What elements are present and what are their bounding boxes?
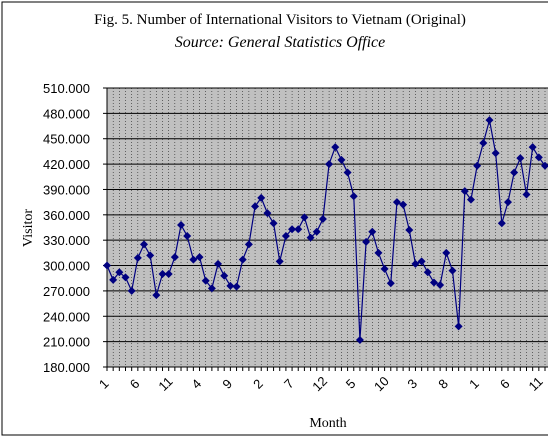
data-point xyxy=(121,273,130,282)
data-point xyxy=(491,149,500,158)
series-line xyxy=(106,119,546,340)
data-point xyxy=(214,259,223,268)
y-tick-label: 210.000 xyxy=(43,335,90,350)
data-point xyxy=(109,275,118,284)
data-point xyxy=(534,153,543,162)
data-point xyxy=(368,227,377,236)
y-tick-label: 510.000 xyxy=(43,81,90,96)
data-point xyxy=(158,270,167,278)
data-point xyxy=(325,160,334,169)
data-point xyxy=(127,286,136,295)
data-point xyxy=(392,198,401,207)
data-point xyxy=(318,215,327,224)
chart-title: Fig. 5. Number of International Visitors… xyxy=(94,12,466,28)
data-point xyxy=(207,284,216,293)
data-point xyxy=(503,198,512,207)
data-point xyxy=(244,240,253,249)
data-point xyxy=(177,220,186,229)
y-tick-label: 270.000 xyxy=(43,284,90,299)
data-point xyxy=(466,195,475,204)
data-point xyxy=(300,213,309,222)
y-tick-label: 450.000 xyxy=(43,132,90,147)
data-point xyxy=(541,161,548,170)
data-point xyxy=(479,138,488,147)
data-point xyxy=(220,271,229,280)
data-point xyxy=(473,161,482,170)
data-point xyxy=(355,335,364,344)
data-point xyxy=(528,143,537,152)
data-point xyxy=(374,248,383,257)
data-point xyxy=(436,280,445,289)
data-point xyxy=(454,322,463,331)
data-point xyxy=(343,168,352,177)
plot-area xyxy=(107,88,548,367)
y-tick-label: 480.000 xyxy=(43,106,90,121)
data-point xyxy=(312,227,321,236)
data-point xyxy=(232,282,241,291)
data-point xyxy=(251,202,260,211)
data-point xyxy=(164,270,173,278)
y-tick-label: 180.000 xyxy=(43,360,90,375)
y-tick-label: 420.000 xyxy=(43,157,90,172)
data-point xyxy=(133,253,142,262)
data-point xyxy=(195,253,204,262)
data-point xyxy=(170,253,179,262)
data-point xyxy=(140,240,149,249)
data-point xyxy=(442,248,451,257)
y-tick-label: 300.000 xyxy=(43,259,90,274)
y-tick-label: 390.000 xyxy=(43,182,90,197)
data-point xyxy=(460,187,469,196)
data-point xyxy=(448,266,457,275)
data-point xyxy=(485,116,494,125)
data-point xyxy=(189,255,198,264)
data-point xyxy=(257,193,266,202)
y-tick-label: 240.000 xyxy=(43,309,90,324)
data-point xyxy=(349,192,358,201)
data-point xyxy=(275,257,284,266)
data-point xyxy=(226,281,235,290)
data-point xyxy=(331,143,340,152)
data-point xyxy=(386,279,395,288)
data-point xyxy=(380,264,389,273)
y-tick-label: 360.000 xyxy=(43,208,90,223)
data-point xyxy=(510,168,519,177)
data-point xyxy=(429,278,438,287)
data-point xyxy=(497,219,506,228)
data-point xyxy=(238,255,247,264)
data-point xyxy=(405,226,414,235)
data-point xyxy=(337,155,346,164)
y-axis-label: Visitor xyxy=(21,209,36,247)
chart-subtitle: Source: General Statistics Office xyxy=(175,34,385,51)
data-point xyxy=(201,276,210,285)
data-point xyxy=(294,225,303,234)
data-point xyxy=(306,233,315,242)
data-point xyxy=(115,268,124,277)
data-point xyxy=(152,291,161,300)
y-tick-label: 330.000 xyxy=(43,233,90,248)
data-point xyxy=(146,251,155,260)
data-point xyxy=(362,237,371,246)
data-point xyxy=(103,261,111,270)
data-point xyxy=(417,257,426,266)
data-point xyxy=(263,209,272,218)
data-point xyxy=(522,190,531,199)
x-axis-label: Month xyxy=(309,416,346,431)
data-point xyxy=(269,219,278,228)
data-point xyxy=(411,259,420,268)
data-point xyxy=(399,200,408,209)
data-point xyxy=(516,154,525,163)
data-point xyxy=(288,225,297,234)
data-point xyxy=(423,268,432,277)
data-point xyxy=(183,231,192,240)
data-point xyxy=(281,231,290,240)
